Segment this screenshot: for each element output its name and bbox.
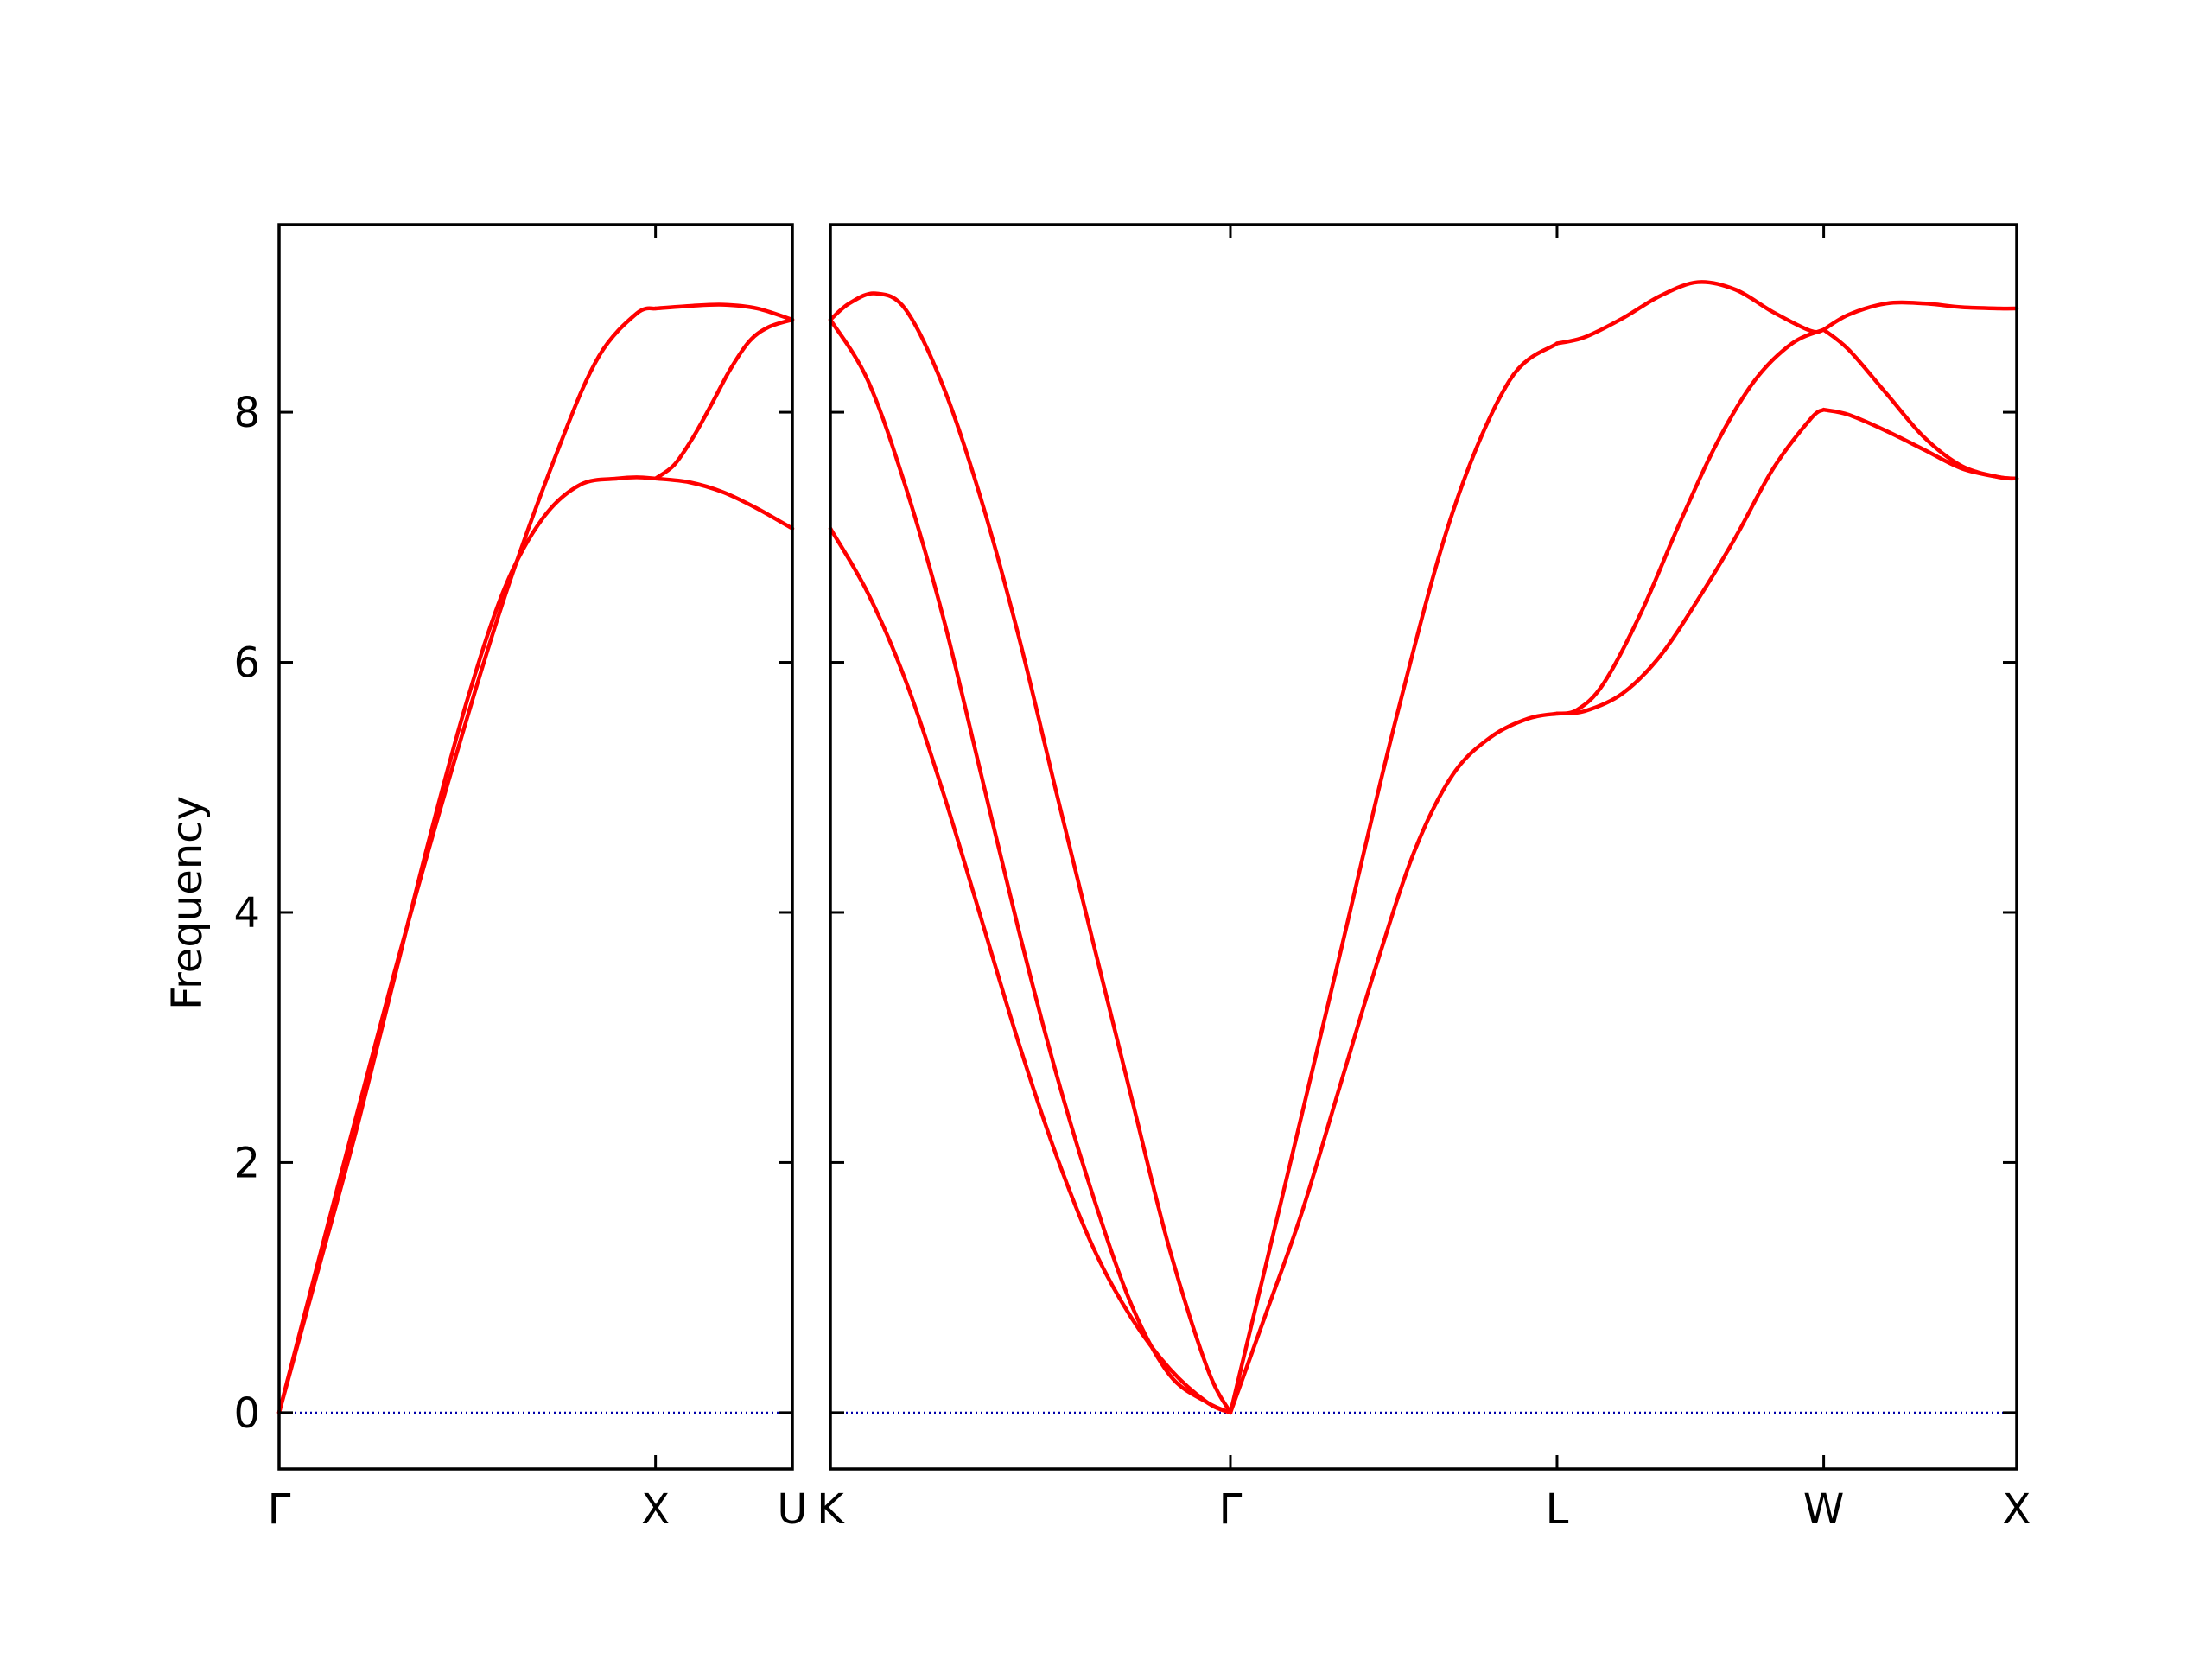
panel-2-band-segment-6 (1554, 280, 1826, 346)
panel-2-band-segment-8 (1554, 407, 1826, 716)
dispersion-curves (276, 280, 2019, 1415)
panel-2-xtick-label-5: X (2003, 1485, 2031, 1534)
panel-2-band-segment-5 (1228, 711, 1560, 1415)
ytick-label-0: 0 (233, 1389, 260, 1438)
ytick-label-8: 8 (233, 389, 260, 437)
panel-2-xtick-label-2: Γ (1219, 1485, 1243, 1534)
panel-1-xtick-label-3: U (777, 1485, 807, 1534)
ytick-label-6: 6 (233, 639, 260, 688)
tick-marks (277, 225, 2018, 1469)
panel-1-band-segment-4 (653, 317, 795, 481)
ytick-label-2: 2 (233, 1139, 260, 1187)
panel-2-band-segment-1 (828, 291, 1233, 1415)
y-axis-label: Frequency (163, 796, 212, 1010)
panel-1-xtick-label-2: X (641, 1485, 670, 1534)
panel-2-band-segment-7 (1554, 327, 1826, 716)
panel-2-band-segment-11 (1821, 407, 2019, 481)
tick-labels: Γ X U K Γ L W X 0 2 4 6 8 (233, 389, 2031, 1534)
panel-1-xtick-label-1: Γ (268, 1485, 291, 1534)
panel-2-band-segment-4 (1228, 341, 1560, 1415)
panel-2-band-segment-9 (1821, 300, 2019, 332)
panel-1-band-segment-5 (653, 476, 795, 531)
panel-2-band-segment-3 (828, 526, 1233, 1415)
panel-2-xtick-label-3: L (1546, 1485, 1569, 1534)
panel-1-frame (277, 223, 794, 1471)
panel-1-band-segment-2 (653, 302, 795, 322)
panel-1-band-segment-1 (276, 306, 658, 1415)
panel-2-frame (829, 223, 2018, 1471)
panel-1-band-segment-3 (276, 475, 658, 1415)
panel-frames (277, 223, 2018, 1471)
panel-2-xtick-label-4: W (1803, 1485, 1844, 1534)
panel-2-band-segment-10 (1821, 327, 2019, 481)
panel-2-xtick-label-1: K (817, 1485, 845, 1534)
ytick-label-4: 4 (233, 889, 260, 938)
